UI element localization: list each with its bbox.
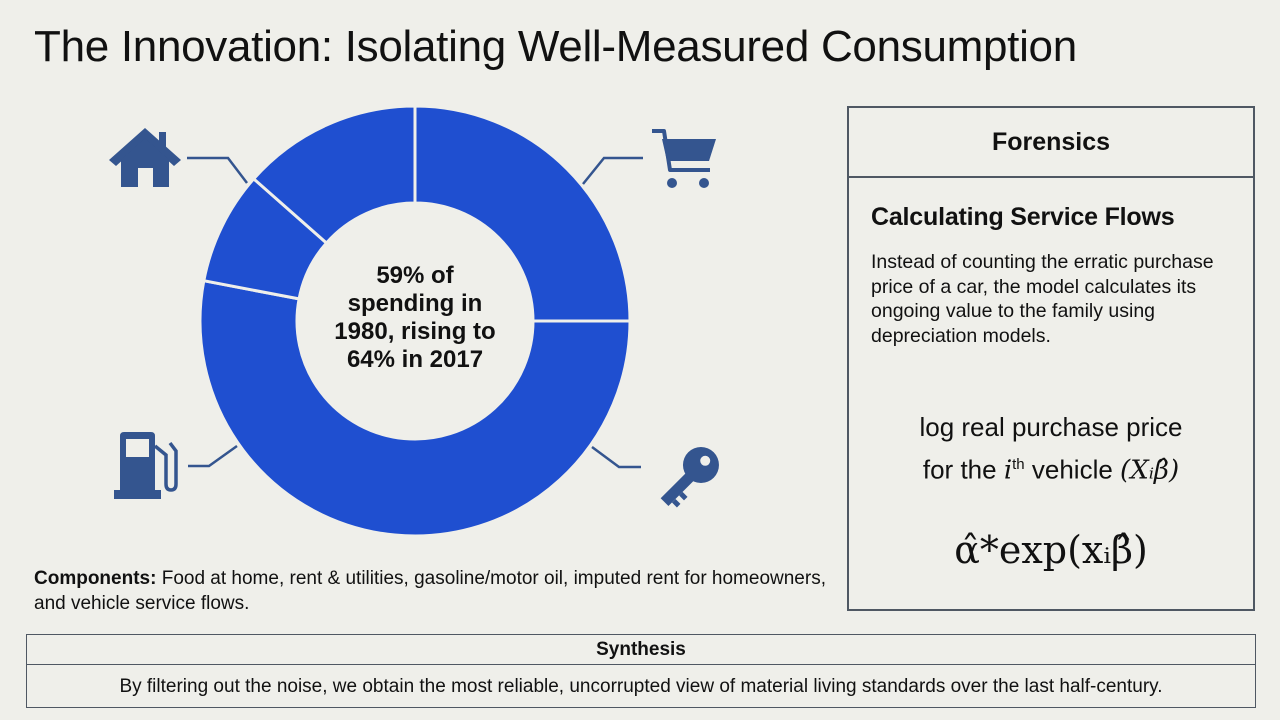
donut-center-label: 59% of spending in 1980, rising to 64% i… <box>315 262 515 374</box>
donut-segments <box>198 104 632 538</box>
synthesis-header: Synthesis <box>27 635 1255 665</box>
house-icon <box>109 128 181 187</box>
house-connector <box>187 156 248 184</box>
shopping-cart-icon <box>652 129 716 188</box>
formula-line-2: for the ith vehicle (Xᵢβ̂) <box>922 454 1180 486</box>
key-icon <box>660 447 719 508</box>
synthesis-box: Synthesis By filtering out the noise, we… <box>26 634 1256 708</box>
center-line-1: 59% of <box>376 262 454 289</box>
center-line-2: spending in <box>347 290 483 317</box>
segment-top-left <box>251 104 417 246</box>
pump-connector <box>188 444 238 468</box>
formula-expression: α̂*exp(xᵢβ̂) <box>954 528 1148 572</box>
page-title: The Innovation: Isolating Well-Measured … <box>34 22 1077 71</box>
panel-body: Instead of counting the erratic purchase… <box>871 251 1214 347</box>
components-text: Components: Food at home, rent & utiliti… <box>34 566 834 616</box>
key-connector <box>591 445 641 469</box>
forensics-panel: Forensics Calculating Service Flows Inst… <box>847 106 1255 611</box>
gas-pump-icon <box>114 432 178 499</box>
segment-top-right <box>413 104 632 323</box>
donut-chart <box>109 104 719 538</box>
synthesis-body: By filtering out the noise, we obtain th… <box>119 675 1163 697</box>
components-list: Food at home, rent & utilities, gasoline… <box>34 568 826 614</box>
panel-subheading: Calculating Service Flows <box>871 203 1175 231</box>
center-line-3: 1980, rising to <box>334 318 496 345</box>
panel-header: Forensics <box>849 108 1253 178</box>
cart-connector <box>582 156 643 185</box>
formula-line-1: log real purchase price <box>919 412 1183 442</box>
components-label: Components: <box>34 568 157 589</box>
center-line-4: 64% in 2017 <box>346 346 484 373</box>
segment-bottom <box>198 278 632 538</box>
formula-description: log real purchase price for the ith vehi… <box>849 408 1253 490</box>
